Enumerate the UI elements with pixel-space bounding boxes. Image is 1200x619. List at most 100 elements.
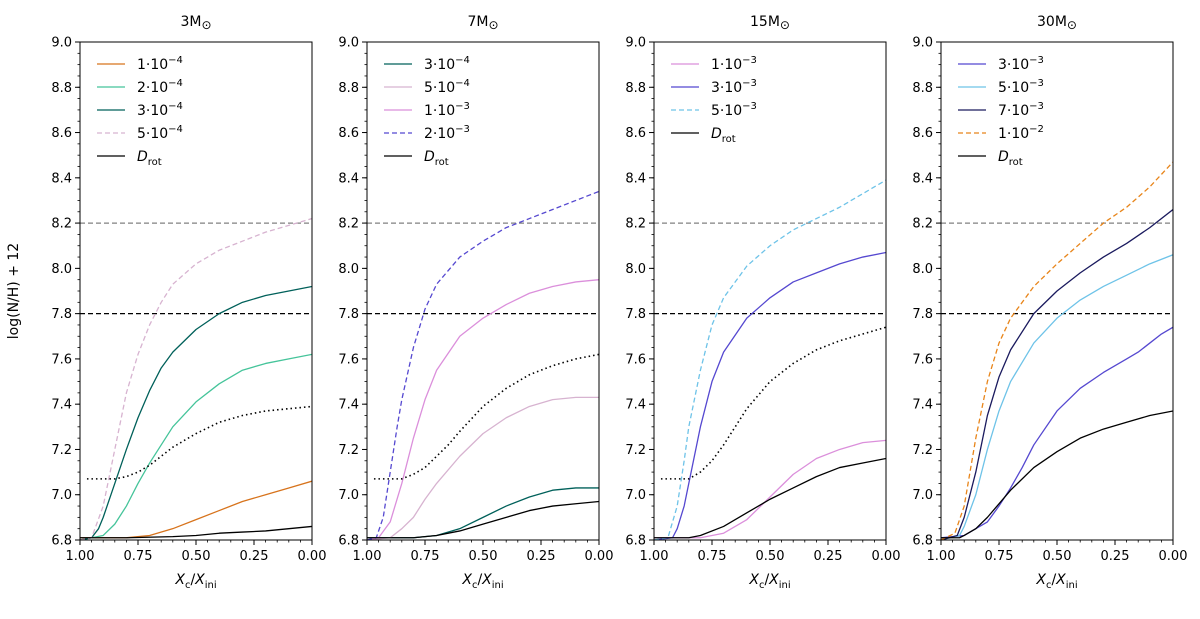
y-tick-label: 6.8 [51,534,72,549]
x-tick-label: 0.50 [756,549,785,564]
x-tick-label: 0.00 [1159,549,1188,564]
x-tick-label: 1.00 [927,549,956,564]
x-tick-label: 1.00 [66,549,95,564]
y-tick-label: 7.8 [51,307,72,322]
panel-4: 30M⊙ 6.8 7.0 7.2 7.4 7.6 7.8 8.0 8.2 8.4 8.6 8.8 9.0… [912,14,1187,591]
y-axis-label: log(N/H) + 12 [6,243,22,339]
y-tick-label: 7.4 [338,398,359,413]
x-axis-label: Xc/Xini [461,572,503,591]
y-tick-label: 8.8 [338,81,359,96]
panel-frame [366,41,600,541]
legend-label: Drot [998,149,1023,168]
x-axis-label: Xc/Xini [1035,572,1077,591]
legend-label: 1·10−2 [998,124,1044,142]
y-tick-label: 8.4 [338,171,359,186]
y-tick-label: 7.6 [338,352,359,367]
panel-title: 7M⊙ [467,14,498,32]
x-tick-label: 0.25 [240,549,269,564]
legend-label: 7·10−3 [998,101,1044,119]
x-tick-label: 0.75 [411,549,440,564]
panel-title: 30M⊙ [1037,14,1077,32]
x-tick-label: 0.25 [1101,549,1130,564]
y-tick-label: 7.2 [625,443,646,458]
legend-label: 2·10−3 [424,124,470,142]
y-tick-label: 8.8 [912,81,933,96]
x-tick-label: 0.00 [872,549,901,564]
y-tick-label: 8.4 [912,171,933,186]
panel-1: 3M⊙ 6.8 7.0 7.2 7.4 7.6 7.8 8.0 8.2 8.4 8.6 8.8 9.0 1… [51,14,326,591]
legend-label: Drot [424,149,449,168]
legend-label: 5·10−4 [137,124,183,142]
x-axis-label: Xc/Xini [748,572,790,591]
series-line [80,353,312,540]
y-tick-label: 8.6 [338,126,359,141]
legend-label: 5·10−3 [998,78,1044,96]
panel-2: 7M⊙ 6.8 7.0 7.2 7.4 7.6 7.8 8.0 8.2 8.4 8.6 8.8 9.0 1… [338,14,613,591]
series-line [367,279,599,540]
legend-label: 3·10−4 [137,101,183,119]
legend: 3·10−4 5·10−4 1·10−3 2·10−3 Drot [384,55,470,168]
legend-label: Drot [711,126,736,145]
x-tick-label: 0.00 [585,549,614,564]
y-tick-label: 7.0 [912,488,933,503]
x-tick-label: 0.25 [814,549,843,564]
y-tick-label: 7.4 [625,398,646,413]
series-line [941,410,1173,539]
legend-label: 3·10−4 [424,55,470,73]
series-line [660,326,886,480]
series-line [367,487,599,539]
y-tick-label: 8.6 [625,126,646,141]
series-line [941,208,1173,540]
y-tick-label: 7.2 [912,443,933,458]
x-tick-label: 0.00 [298,549,327,564]
y-tick-label: 6.8 [338,534,359,549]
legend-label: 3·10−3 [711,78,757,96]
y-tick-label: 7.2 [338,443,359,458]
x-tick-label: 0.75 [985,549,1014,564]
y-tick-label: 8.8 [51,81,72,96]
y-tick-label: 7.2 [51,443,72,458]
panel-frame [79,41,313,541]
y-tick-label: 8.0 [912,262,933,277]
series-line [80,525,312,539]
legend: 3·10−3 5·10−3 7·10−3 1·10−2 Drot [958,55,1044,168]
legend-label: 5·10−4 [424,78,470,96]
legend-label: 3·10−3 [998,55,1044,73]
y-tick-label: 8.6 [51,126,72,141]
panel-title: 3M⊙ [180,14,211,32]
series-line [80,285,312,540]
y-tick-label: 8.2 [338,217,359,232]
y-tick-label: 8.8 [625,81,646,96]
y-tick-label: 7.8 [912,307,933,322]
y-tick-label: 8.4 [51,171,72,186]
series-line [654,179,886,540]
x-tick-label: 0.50 [182,549,211,564]
legend: 1·10−3 3·10−3 5·10−3 Drot [671,55,757,145]
series-line [654,457,886,539]
y-tick-label: 8.0 [338,262,359,277]
panel-3: 15M⊙ 6.8 7.0 7.2 7.4 7.6 7.8 8.0 8.2 8.4 8.6 8.8 9.0… [625,14,900,591]
y-tick-label: 8.6 [912,126,933,141]
x-tick-label: 1.00 [353,549,382,564]
y-tick-label: 7.6 [912,352,933,367]
legend: 1·10−4 2·10−4 3·10−4 5·10−4 Drot [97,55,183,168]
y-tick-label: 8.2 [625,217,646,232]
y-tick-label: 7.0 [625,488,646,503]
y-tick-label: 7.4 [912,398,933,413]
y-tick-label: 7.6 [51,352,72,367]
x-tick-label: 0.25 [527,549,556,564]
legend-label: 1·10−3 [711,55,757,73]
legend-label: Drot [137,149,162,168]
y-tick-label: 7.8 [625,307,646,322]
x-tick-label: 1.00 [640,549,669,564]
series-line [941,326,1173,539]
x-tick-label: 0.75 [698,549,727,564]
series-line [367,396,599,540]
y-tick-label: 9.0 [51,36,72,51]
legend-label: 1·10−4 [137,55,183,73]
y-tick-label: 7.0 [338,488,359,503]
series-line [373,353,599,480]
y-tick-label: 9.0 [338,36,359,51]
y-tick-label: 8.0 [625,262,646,277]
